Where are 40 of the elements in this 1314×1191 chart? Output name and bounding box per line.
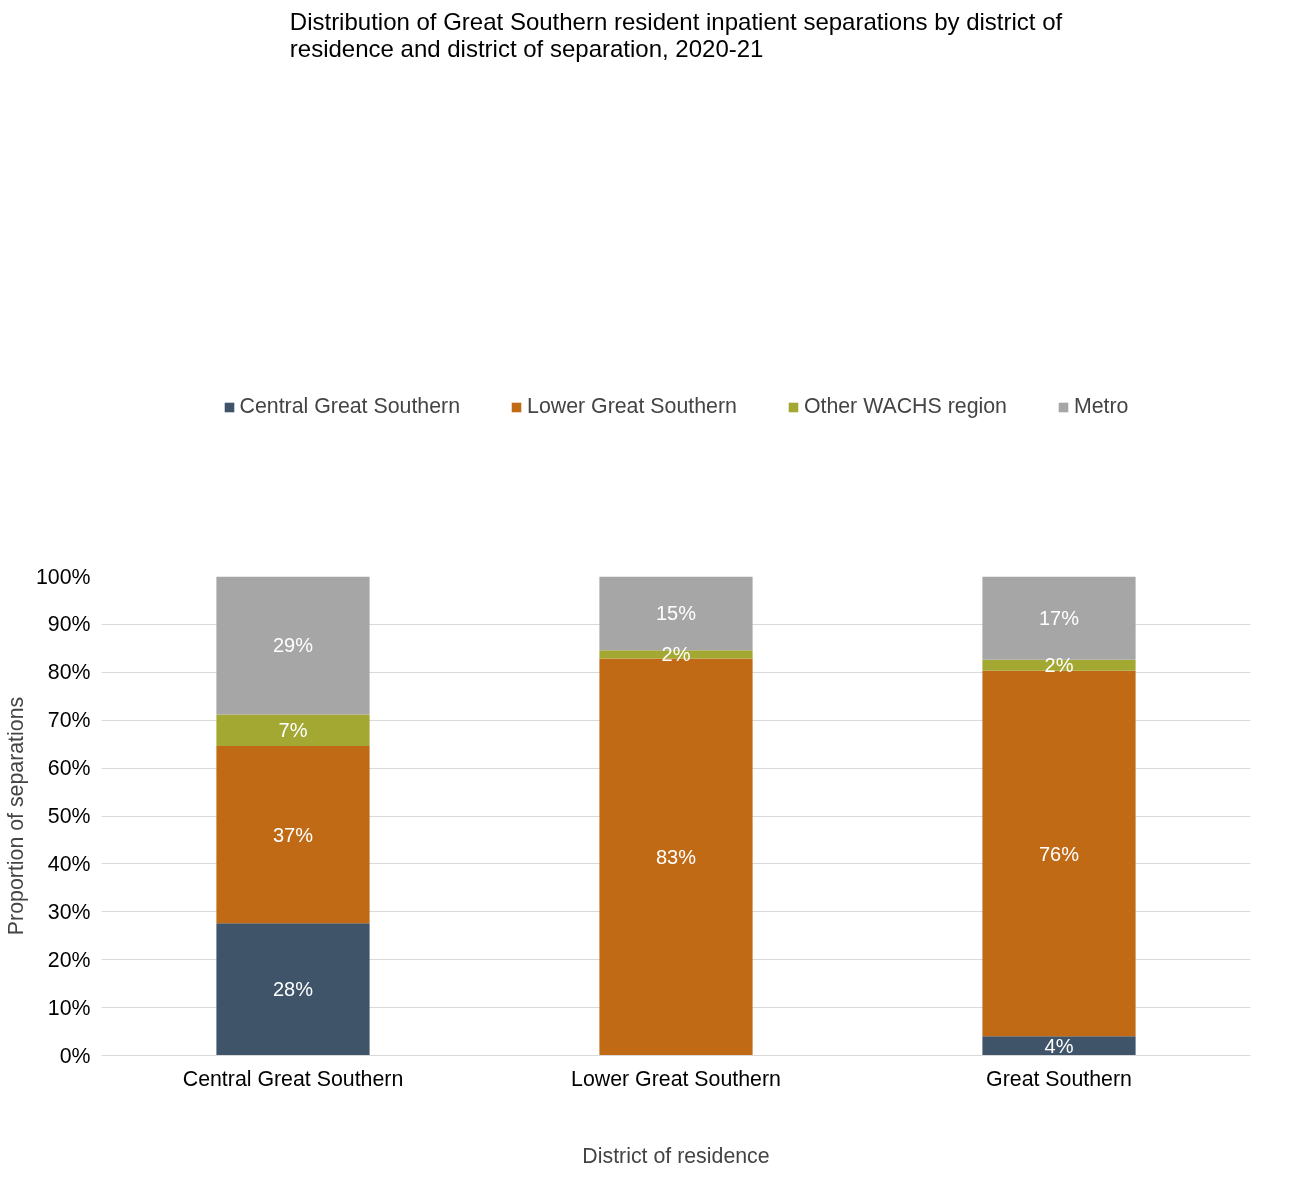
data-label: 83%: [655, 845, 697, 868]
y-tick-label: 10%: [47, 995, 91, 1020]
data-label: 37%: [272, 823, 314, 846]
y-tick-label: 50%: [47, 804, 91, 828]
data-label: 2%: [661, 643, 691, 666]
x-tick-label: Great Southern: [986, 1066, 1132, 1091]
legend-label: Lower Great Southern: [527, 394, 737, 420]
bar: [982, 659, 1136, 671]
data-label: 15%: [655, 602, 697, 625]
chart-title: Distribution of Great Southern resident inpatient separations by district of residence and district of separation, 2020-21: [289, 7, 1063, 62]
x-tick-label: Lower Great Southern: [571, 1066, 781, 1091]
y-tick-label: 20%: [47, 947, 91, 972]
legend-label: Central Great Southern: [239, 394, 461, 420]
y-tick-label: 80%: [47, 660, 91, 685]
y-tick-label: 0%: [59, 1043, 91, 1068]
y-tick-label: 40%: [47, 851, 91, 876]
bar: [982, 670, 1136, 1037]
data-label: 76%: [1038, 842, 1080, 865]
bar: [216, 746, 370, 924]
data-label: 29%: [272, 634, 314, 657]
bar: [216, 923, 370, 1056]
bar: [216, 714, 370, 747]
y-tick-label: 30%: [47, 899, 91, 924]
bar: [982, 1036, 1136, 1056]
legend-label: Other WACHS region: [803, 394, 1007, 420]
x-tick-label: Central Great Southern: [182, 1066, 404, 1091]
y-tick-label: 60%: [47, 756, 91, 781]
legend-label: Metro: [1073, 394, 1129, 420]
data-label: 28%: [272, 978, 314, 1001]
data-label: 7%: [278, 719, 308, 742]
data-label: 4%: [1044, 1034, 1074, 1057]
y-tick-label: 70%: [47, 708, 91, 733]
x-axis-title: District of residence: [582, 1143, 770, 1168]
y-tick-label: 90%: [47, 612, 91, 637]
bar: [216, 576, 370, 715]
bar: [982, 576, 1136, 660]
y-axis-title: Proportion of separations: [3, 696, 28, 936]
data-label: 2%: [1044, 654, 1074, 677]
y-tick-label: 100%: [35, 564, 91, 589]
data-label: 17%: [1038, 607, 1080, 630]
